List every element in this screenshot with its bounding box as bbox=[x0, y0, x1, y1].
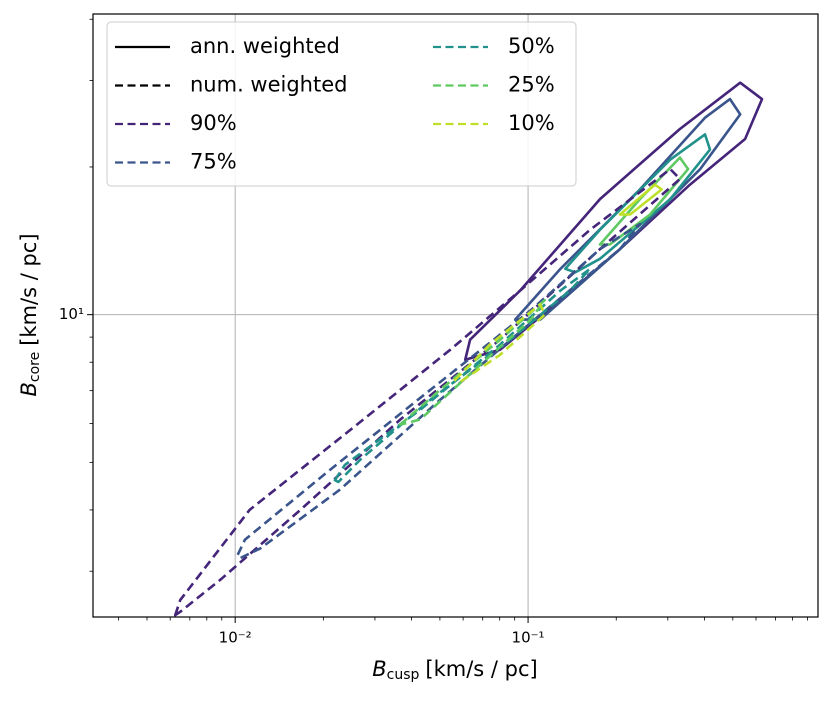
legend-label: 90% bbox=[190, 111, 237, 135]
legend-label: ann. weighted bbox=[190, 34, 340, 58]
axes: 10⁻² 10⁻¹ 10¹ bbox=[59, 18, 808, 647]
legend: ann. weighted num. weighted 90% 75% 50% 25% 10… bbox=[106, 21, 577, 187]
contour-line bbox=[236, 222, 642, 560]
contour-line bbox=[333, 267, 592, 484]
legend-label: num. weighted bbox=[190, 73, 347, 97]
x-label-unit: [km/s / pc] bbox=[425, 657, 537, 681]
legend-box bbox=[106, 21, 577, 187]
contour-line bbox=[598, 156, 690, 246]
contours bbox=[173, 81, 764, 617]
contour-line bbox=[618, 183, 663, 216]
legend-label: 10% bbox=[508, 111, 555, 135]
y-axis-label: Bcore [km/s / pc] bbox=[17, 233, 43, 396]
x-tick-label: 10⁻¹ bbox=[512, 629, 545, 647]
x-label-symbol: B bbox=[372, 657, 386, 681]
legend-label: 25% bbox=[508, 73, 555, 97]
y-tick-label: 10¹ bbox=[59, 305, 84, 323]
legend-label: 75% bbox=[190, 150, 237, 174]
plot-frame bbox=[92, 13, 819, 618]
x-tick-label: 10⁻² bbox=[219, 629, 252, 647]
y-label-symbol: B bbox=[17, 382, 41, 396]
y-label-subscript: core bbox=[27, 352, 43, 382]
legend-label: 50% bbox=[508, 34, 555, 58]
x-label-subscript: cusp bbox=[387, 667, 420, 683]
contour-line bbox=[398, 298, 546, 426]
contour-line bbox=[564, 133, 712, 274]
contour-line bbox=[173, 167, 682, 617]
x-axis-label: Bcusp [km/s / pc] bbox=[372, 657, 538, 683]
contour-line bbox=[453, 303, 546, 384]
y-label-unit: [km/s / pc] bbox=[17, 233, 41, 345]
